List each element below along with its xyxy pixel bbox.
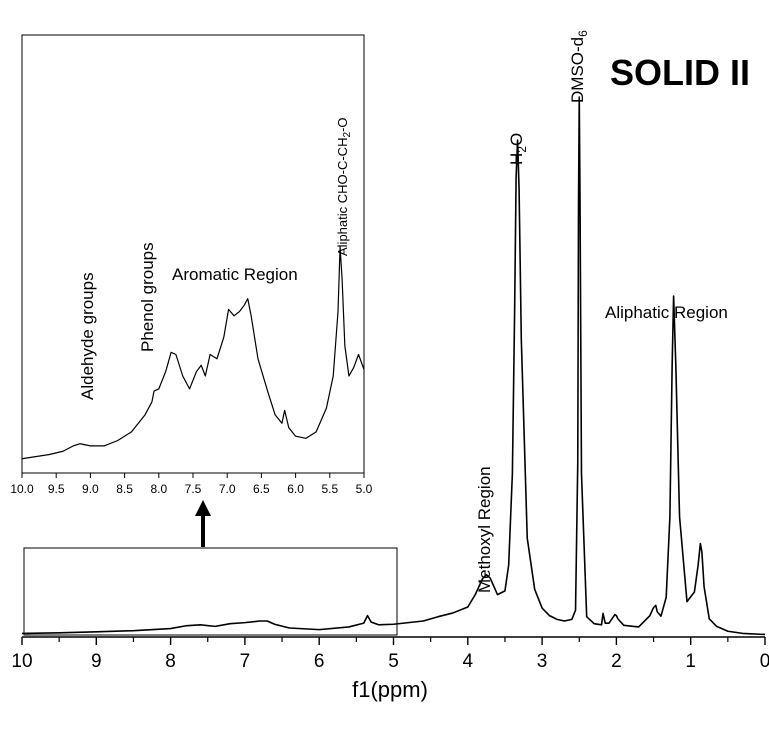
annotation-aldehyde: Aldehyde groups <box>78 272 97 400</box>
annotation-dmso: DMSO-d6 <box>568 30 590 103</box>
main-x-tick-label: 2 <box>611 651 622 672</box>
main-spectrum-line <box>21 96 766 636</box>
main-x-tick-label: 10 <box>11 651 32 672</box>
main-x-ticks: 10 9 8 7 6 5 4 3 2 1 0 <box>11 637 769 672</box>
main-x-tick-label: 8 <box>165 651 176 672</box>
main-x-tick-label: 1 <box>685 651 696 672</box>
main-x-tick-label: 5 <box>388 651 399 672</box>
inset-x-tick-label: 9.0 <box>82 482 99 496</box>
annotation-methoxyl: Methoxyl Region <box>475 466 494 593</box>
inset-x-tick-label: 5.0 <box>356 482 373 496</box>
inset-spectrum-line <box>21 246 365 460</box>
inset-x-tick-label: 7.5 <box>185 482 202 496</box>
annotation-aliphatic: Aliphatic Region <box>605 303 728 322</box>
arrow-head <box>195 500 211 516</box>
inset-x-tick-label: 6.0 <box>287 482 304 496</box>
inset-x-tick-label: 5.5 <box>321 482 338 496</box>
main-x-tick-label: 6 <box>314 651 325 672</box>
main-x-tick-label: 4 <box>463 651 474 672</box>
annotation-aliphatic-cho: Aliphatic CHO-C-CH2-O <box>335 118 353 256</box>
inset-x-tick-label: 7.0 <box>219 482 236 496</box>
annotation-h2o: H2O <box>507 133 529 165</box>
main-x-tick-label: 7 <box>240 651 251 672</box>
main-x-tick-label: 0 <box>760 651 769 672</box>
annotation-aromatic: Aromatic Region <box>172 265 298 284</box>
chart-title: SOLID II <box>610 52 750 93</box>
inset-x-tick-label: 8.5 <box>116 482 133 496</box>
inset-x-ticks: 10.0 9.5 9.0 8.5 8.0 7.5 7.0 6.5 6.0 5.5 5.0 <box>10 473 373 496</box>
main-x-axis-label: f1(ppm) <box>352 677 428 702</box>
inset-x-tick-label: 10.0 <box>10 482 34 496</box>
main-x-tick-label: 9 <box>91 651 102 672</box>
annotation-phenol: Phenol groups <box>138 242 157 352</box>
inset-x-tick-label: 9.5 <box>48 482 65 496</box>
zoom-region-box <box>23 547 398 636</box>
inset-x-tick-label: 6.5 <box>253 482 270 496</box>
main-x-axis: 10 9 8 7 6 5 4 3 2 1 0 f1(ppm) <box>11 636 769 702</box>
inset-x-tick-label: 8.0 <box>150 482 167 496</box>
main-x-tick-label: 3 <box>537 651 548 672</box>
inset-frame <box>21 34 365 474</box>
